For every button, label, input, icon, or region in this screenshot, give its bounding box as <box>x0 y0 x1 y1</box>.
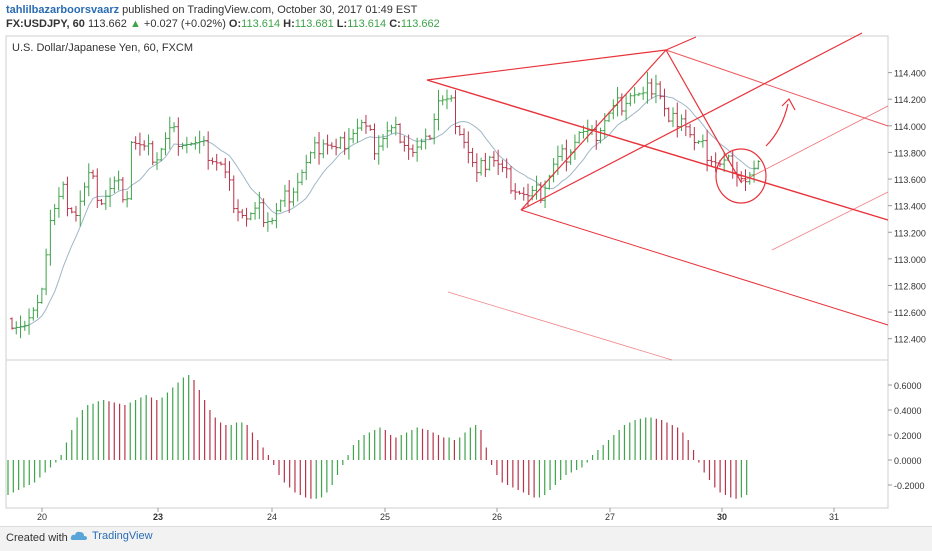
high-value: 113.681 <box>294 18 334 30</box>
x-tick-label: 26 <box>492 512 502 522</box>
x-tick-label: 25 <box>380 512 390 522</box>
quote-line: FX:USDJPY, 60 113.662 ▲ +0.027 (+0.02%) … <box>6 18 440 30</box>
price-axis: 114.400 114.200 114.000 113.800 113.600 113.4… <box>888 69 926 345</box>
osc-y-tick-label: 0.2000 <box>894 431 922 441</box>
high-label: H: <box>283 18 295 30</box>
ma-line <box>11 94 759 329</box>
brand-name: TradingView <box>92 530 153 542</box>
close-label: C: <box>389 18 401 30</box>
y-tick-label: 112.800 <box>894 281 926 291</box>
author-name[interactable]: tahlilbazarboorsvaarz <box>6 4 120 16</box>
y-tick-label: 114.200 <box>894 95 926 105</box>
low-label: L: <box>336 18 348 30</box>
published-text: published on TradingView.com, October 30… <box>122 4 418 16</box>
x-tick-label: 30 <box>717 512 727 522</box>
price-chart[interactable]: 114.400 114.200 114.000 113.800 113.600 113.4… <box>0 0 932 526</box>
chart-legend: U.S. Dollar/Japanese Yen, 60, FXCM <box>12 42 193 54</box>
price-bars <box>10 72 761 339</box>
tradingview-logo[interactable]: TradingView <box>70 530 153 542</box>
forecast-arrow-head <box>781 98 796 111</box>
highlight-circle <box>715 148 767 204</box>
pitchfork-median <box>426 79 889 221</box>
osc-y-tick-label: 0.4000 <box>894 406 922 416</box>
fork-top <box>665 36 697 51</box>
chart-frame <box>5 35 889 509</box>
y-tick-label: 113.200 <box>894 228 926 238</box>
warning-line-3 <box>447 291 673 361</box>
publish-line: tahlilbazarboorsvaarz published on Tradi… <box>6 4 417 16</box>
open-value: 113.614 <box>241 18 281 30</box>
footer-bar: Created with TradingView <box>0 526 932 551</box>
last-price: 113.662 <box>87 18 127 30</box>
y-tick-label: 113.000 <box>894 255 926 265</box>
osc-y-tick-label: -0.2000 <box>894 481 925 491</box>
close-value: 113.662 <box>400 18 440 30</box>
open-label: O: <box>228 18 242 30</box>
y-tick-label: 113.400 <box>894 202 926 212</box>
forecast-arrow <box>765 103 789 147</box>
x-tick-label: 27 <box>605 512 615 522</box>
y-tick-label: 112.600 <box>894 308 926 318</box>
osc-y-tick-label: 0.0000 <box>894 456 922 466</box>
time-axis: 20 23 24 25 26 27 30 31 <box>37 508 839 522</box>
price-change: +0.027 (+0.02%) <box>143 18 226 30</box>
low-value: 113.614 <box>347 18 387 30</box>
osc-y-tick-label: 0.6000 <box>894 381 922 391</box>
pitchfork-upper <box>665 49 889 127</box>
pitchfork-drawings <box>426 32 889 361</box>
oscillator-bars <box>7 375 748 499</box>
created-with-text: Created with <box>6 532 68 544</box>
pitchfork-lower <box>520 209 889 326</box>
pitchfork-leg <box>426 49 667 81</box>
x-tick-label: 20 <box>37 512 47 522</box>
x-tick-label: 24 <box>267 512 277 522</box>
up-arrow-icon: ▲ <box>129 18 141 30</box>
fork-leg-2 <box>520 32 863 211</box>
y-tick-label: 113.800 <box>894 148 926 158</box>
warning-line-2 <box>771 191 889 251</box>
fork-leg-1 <box>520 49 667 211</box>
y-tick-label: 114.000 <box>894 122 926 132</box>
y-tick-label: 112.400 <box>894 335 926 345</box>
cloud-icon <box>70 531 87 540</box>
oscillator-axis: 0.6000 0.4000 0.2000 0.0000 -0.2000 <box>888 381 925 491</box>
x-tick-label: 31 <box>829 512 839 522</box>
symbol-label: FX:USDJPY, 60 <box>6 18 85 30</box>
moving-average <box>11 94 759 329</box>
y-tick-label: 114.400 <box>894 69 926 79</box>
y-tick-label: 113.600 <box>894 175 926 185</box>
fork-leg-3 <box>665 49 742 183</box>
x-tick-label: 23 <box>153 512 163 522</box>
